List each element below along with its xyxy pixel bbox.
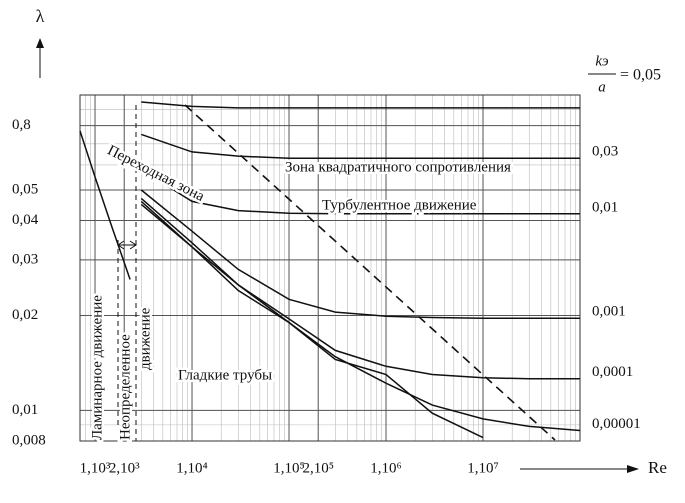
- y-tick-label: 0,03: [12, 251, 38, 267]
- series-label: 0,01: [592, 199, 618, 215]
- curve: [140, 200, 581, 432]
- annotation: Неопределенное: [117, 334, 133, 440]
- x-tick-label: 1,10⁶: [370, 460, 401, 476]
- x-tick-label: 1,10⁷: [467, 460, 498, 476]
- curves: [79, 101, 581, 439]
- y-tick-label: 0,008: [12, 432, 46, 448]
- curve: [140, 189, 580, 319]
- y-axis-label: λ: [36, 6, 45, 26]
- y-arrowhead: [36, 38, 44, 48]
- grid: [79, 94, 581, 442]
- roughness-numerator: kэ: [595, 53, 609, 69]
- annotation: Турбулентное движение: [322, 197, 477, 213]
- annotation: Ламинарное движение: [89, 295, 105, 440]
- curve: [141, 101, 580, 109]
- series-label: 0,0001: [592, 364, 633, 380]
- curve: [141, 133, 580, 160]
- curve: [79, 130, 131, 280]
- x-tick-label: 2,10³: [109, 460, 140, 476]
- zone-boundary: [184, 104, 556, 441]
- roughness-denominator: a: [598, 79, 606, 95]
- y-tick-label: 0,05: [12, 181, 38, 197]
- x-tick-label: 1,10⁵: [273, 460, 304, 476]
- curve: [140, 203, 484, 439]
- annotation: движение: [137, 307, 153, 370]
- roughness-equals: = 0,05: [620, 67, 661, 84]
- plot-frame: [79, 94, 581, 442]
- y-tick-label: 0,04: [12, 212, 39, 228]
- annotation: Гладкие трубы: [178, 367, 272, 383]
- x-tick-label: 1,10⁴: [176, 460, 207, 476]
- curve: [140, 168, 580, 215]
- series-label: 0,03: [592, 144, 618, 160]
- series-label: 0,001: [592, 304, 626, 320]
- y-tick-label: 0,02: [12, 307, 38, 323]
- x-tick-label: 2,10⁵: [302, 460, 333, 476]
- y-tick-label: 0,01: [12, 402, 38, 418]
- series-label: 0,00001: [592, 416, 641, 432]
- x-axis-label: Re: [648, 458, 667, 477]
- y-tick-label: 0,8: [12, 117, 31, 133]
- zone-arrows: [117, 240, 137, 250]
- x-tick-label: 1,10³: [80, 460, 111, 476]
- annotation: Зона квадратичного сопротивления: [285, 159, 511, 175]
- x-arrowhead: [627, 465, 639, 473]
- curve: [140, 197, 580, 380]
